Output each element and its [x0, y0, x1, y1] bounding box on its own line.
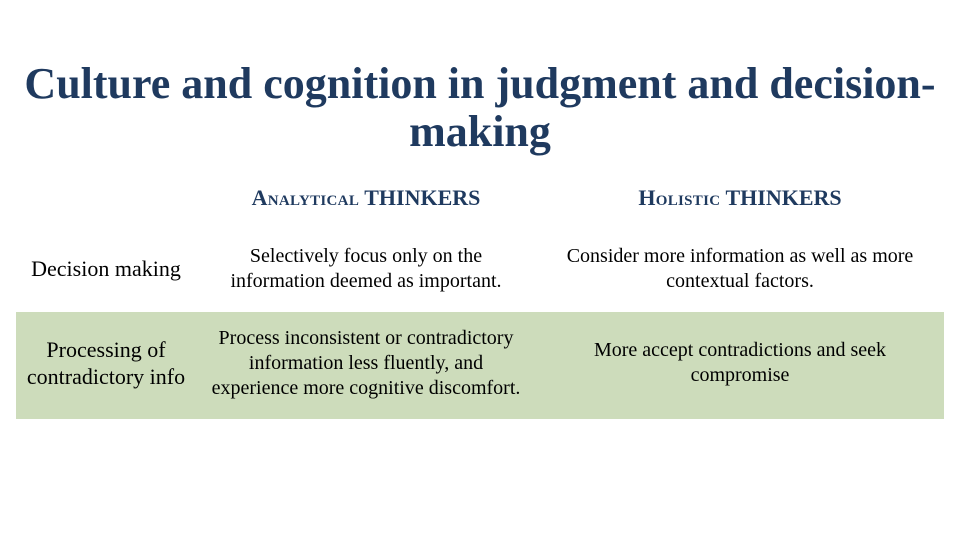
header-analytical-bold: THINKERS — [364, 185, 480, 210]
row-label-contradictory: Processing of contradictory info — [16, 312, 196, 419]
header-holistic: Holistic THINKERS — [536, 170, 944, 230]
header-analytical: Analytical THINKERS — [196, 170, 536, 230]
cell-holistic-contradictory: More accept contradictions and seek comp… — [536, 312, 944, 419]
cell-analytical-decision: Selectively focus only on the informatio… — [196, 230, 536, 312]
header-blank — [16, 170, 196, 230]
slide: Culture and cognition in judgment and de… — [0, 0, 960, 540]
comparison-table: Analytical THINKERS Holistic THINKERS De… — [16, 170, 944, 419]
table-row: Decision making Selectively focus only o… — [16, 230, 944, 312]
header-holistic-sc: Holistic — [638, 185, 720, 210]
table-row: Processing of contradictory info Process… — [16, 312, 944, 419]
cell-holistic-decision: Consider more information as well as mor… — [536, 230, 944, 312]
cell-analytical-contradictory: Process inconsistent or contradictory in… — [196, 312, 536, 419]
header-holistic-bold: THINKERS — [726, 185, 842, 210]
slide-title: Culture and cognition in judgment and de… — [0, 60, 960, 157]
header-analytical-sc: Analytical — [252, 185, 360, 210]
row-label-decision-making: Decision making — [16, 230, 196, 312]
comparison-table-container: Analytical THINKERS Holistic THINKERS De… — [16, 170, 944, 419]
table-header-row: Analytical THINKERS Holistic THINKERS — [16, 170, 944, 230]
